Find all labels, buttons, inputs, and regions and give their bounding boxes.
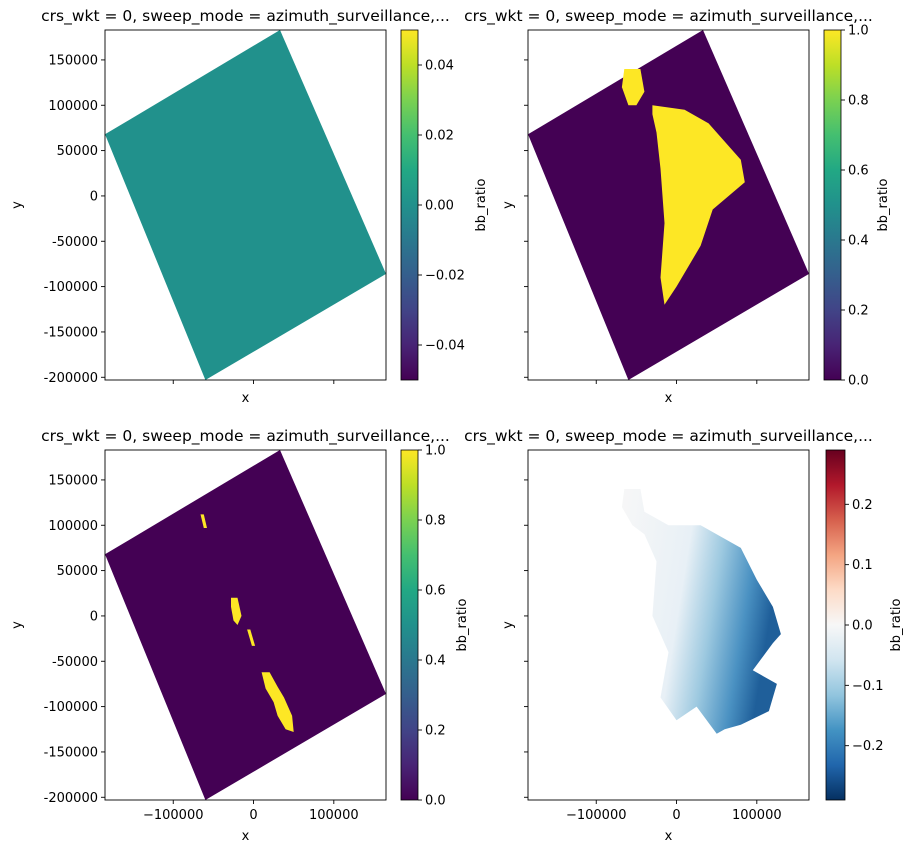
y-tick-label: -150000: [44, 325, 98, 340]
y-tick-label: -200000: [44, 371, 98, 386]
colorbar-tick-label: 0.8: [425, 514, 446, 529]
chart-panel-3: crs_wkt = 0, sweep_mode = azimuth_survei…: [10, 427, 470, 844]
colorbar-tick-label: 1.0: [848, 24, 869, 39]
x-tick-label: 100000: [732, 808, 782, 823]
colorbar-tick-label: 0.0: [848, 374, 869, 389]
colorbar: [400, 449, 419, 801]
plot-area: [105, 450, 386, 800]
colorbar-label: bb_ratio: [876, 178, 891, 231]
data-region: [621, 489, 781, 734]
colorbar-label: bb_ratio: [889, 598, 904, 651]
plot-area: [105, 30, 386, 380]
highlight-region-1: [621, 69, 645, 106]
colorbar-tick-label: 1.0: [425, 444, 446, 459]
axes-frame: [527, 29, 810, 381]
y-tick-label: 0: [90, 189, 98, 204]
y-tick-label: -200000: [44, 791, 98, 806]
x-tick-label: −100000: [566, 808, 627, 823]
y-tick-label: 0: [90, 609, 98, 624]
y-axis-label: y: [501, 621, 516, 629]
colorbar-tick-label: 0.1: [852, 558, 873, 573]
colorbar-tick-label: 0.2: [425, 724, 446, 739]
x-tick-label: 100000: [309, 808, 359, 823]
chart-title: crs_wkt = 0, sweep_mode = azimuth_survei…: [41, 427, 450, 446]
y-tick-label: 50000: [57, 564, 98, 579]
axes-frame: [104, 29, 387, 381]
y-tick-label: -100000: [44, 700, 98, 715]
y-axis-label: y: [501, 201, 516, 209]
y-tick-label: -50000: [52, 235, 98, 250]
x-tick-label: 0: [249, 808, 257, 823]
axes-frame: [527, 449, 810, 801]
chart-title: crs_wkt = 0, sweep_mode = azimuth_survei…: [464, 7, 873, 26]
chart-panel-4: crs_wkt = 0, sweep_mode = azimuth_survei…: [464, 427, 904, 844]
chart-panel-2: crs_wkt = 0, sweep_mode = azimuth_survei…: [464, 7, 891, 406]
colorbar: [823, 29, 842, 381]
colorbar: [825, 449, 846, 801]
colorbar-tick-label: 0.00: [425, 199, 454, 214]
highlight-region-3: [247, 629, 256, 646]
colorbar-tick-label: −0.04: [425, 339, 465, 354]
colorbar-tick-label: −0.02: [425, 269, 465, 284]
colorbar: [400, 29, 419, 381]
y-tick-label: 150000: [48, 53, 98, 68]
radar-footprint: [105, 30, 386, 380]
radar-footprint: [105, 450, 386, 800]
colorbar-label: bb_ratio: [455, 598, 470, 651]
colorbar-tick-label: 0.0: [425, 794, 446, 809]
highlight-region-4: [261, 672, 294, 732]
highlight-region-2: [652, 105, 745, 305]
colorbar-tick-label: 0.2: [848, 304, 869, 319]
colorbar-tick-label: 0.6: [425, 584, 446, 599]
y-tick-label: -100000: [44, 280, 98, 295]
y-tick-label: -50000: [52, 655, 98, 670]
x-axis-label: x: [665, 829, 673, 844]
colorbar-tick-label: 0.0: [852, 619, 873, 634]
y-tick-label: 100000: [48, 519, 98, 534]
colorbar-tick-label: 0.2: [852, 498, 873, 513]
colorbar-tick-label: 0.02: [425, 129, 454, 144]
axes-frame: [104, 449, 387, 801]
highlight-region-1: [200, 514, 207, 528]
y-axis-label: y: [10, 201, 25, 209]
colorbar-tick-label: 0.8: [848, 94, 869, 109]
y-tick-label: 100000: [48, 99, 98, 114]
colorbar-tick-label: 0.04: [425, 59, 454, 74]
colorbar-tick-label: 0.6: [848, 164, 869, 179]
y-tick-label: 150000: [48, 473, 98, 488]
y-tick-label: 50000: [57, 144, 98, 159]
colorbar-label: bb_ratio: [474, 178, 489, 231]
y-tick-label: -150000: [44, 745, 98, 760]
x-tick-label: −100000: [143, 808, 204, 823]
y-axis-label: y: [10, 621, 25, 629]
chart-title: crs_wkt = 0, sweep_mode = azimuth_survei…: [464, 427, 873, 446]
x-axis-label: x: [242, 391, 250, 406]
plot-area: [621, 489, 781, 734]
colorbar-tick-label: 0.4: [425, 654, 446, 669]
colorbar-tick-label: −0.2: [852, 739, 884, 754]
colorbar-tick-label: 0.4: [848, 234, 869, 249]
x-axis-label: x: [242, 829, 250, 844]
colorbar-tick-label: −0.1: [852, 679, 884, 694]
highlight-region-2: [231, 597, 242, 625]
chart-panel-1: crs_wkt = 0, sweep_mode = azimuth_survei…: [10, 7, 489, 406]
x-axis-label: x: [665, 391, 673, 406]
x-tick-label: 0: [672, 808, 680, 823]
plot-area: [528, 30, 809, 380]
chart-title: crs_wkt = 0, sweep_mode = azimuth_survei…: [41, 7, 450, 26]
